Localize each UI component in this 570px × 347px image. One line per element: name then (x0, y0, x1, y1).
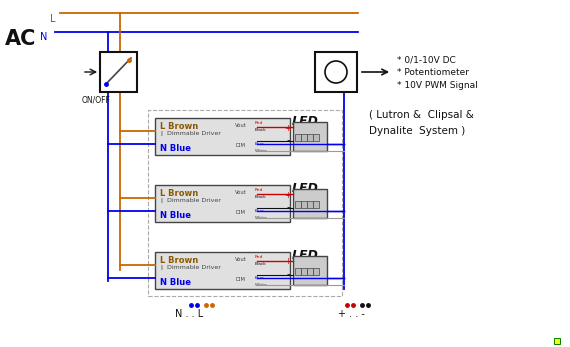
Text: White: White (255, 283, 268, 287)
Text: +: + (284, 257, 291, 266)
Text: L Brown: L Brown (160, 122, 198, 131)
Text: LED: LED (292, 249, 319, 262)
Bar (307, 134, 313, 141)
Text: DIM: DIM (235, 210, 245, 215)
Text: LED: LED (292, 115, 319, 128)
Text: N: N (40, 32, 47, 42)
Text: White: White (255, 216, 268, 220)
Text: Vout: Vout (235, 190, 247, 195)
Circle shape (325, 61, 347, 83)
Text: L: L (50, 14, 55, 24)
Text: Black: Black (255, 195, 267, 199)
Text: N Blue: N Blue (160, 211, 191, 220)
Text: N . . L: N . . L (175, 309, 203, 319)
Bar (313, 268, 319, 274)
Text: N Blue: N Blue (160, 144, 191, 153)
Bar (313, 134, 319, 141)
Bar (295, 134, 301, 141)
Bar (148, 110, 342, 296)
Text: Black: Black (255, 128, 267, 132)
Bar (293, 189, 327, 218)
Text: -: - (286, 135, 290, 145)
Text: Red: Red (255, 121, 263, 125)
Text: I: I (160, 265, 162, 271)
Text: -: - (286, 269, 290, 279)
Text: * Potentiometer: * Potentiometer (397, 68, 469, 77)
Text: N Blue: N Blue (160, 278, 191, 287)
Text: Red: Red (255, 255, 263, 259)
Text: ON/OFF: ON/OFF (82, 95, 111, 104)
Text: Dimmable Driver: Dimmable Driver (167, 131, 221, 136)
Bar (315, 52, 357, 92)
Text: Blue: Blue (255, 142, 264, 146)
Bar (293, 256, 327, 285)
Text: L Brown: L Brown (160, 189, 198, 198)
Text: * 0/1-10V DC: * 0/1-10V DC (397, 55, 456, 64)
Text: DIM: DIM (235, 277, 245, 282)
Text: DIM: DIM (235, 143, 245, 148)
Text: Dimmable Driver: Dimmable Driver (167, 198, 221, 203)
Text: I: I (160, 198, 162, 204)
Text: Blue: Blue (255, 209, 264, 213)
Text: Blue: Blue (255, 276, 264, 280)
Bar (301, 268, 307, 274)
Bar (313, 201, 319, 208)
Bar (307, 201, 313, 208)
Bar (301, 134, 307, 141)
Text: Vout: Vout (235, 123, 247, 128)
Text: White: White (255, 149, 268, 153)
Bar (100, 52, 137, 92)
Text: AC: AC (5, 29, 36, 49)
Text: ( Lutron &  Clipsal &
Dynalite  System ): ( Lutron & Clipsal & Dynalite System ) (369, 110, 474, 136)
Bar (155, 185, 290, 222)
Bar (307, 268, 313, 274)
Text: Red: Red (255, 188, 263, 192)
Bar (301, 201, 307, 208)
Bar (295, 268, 301, 274)
Text: I: I (160, 131, 162, 137)
Text: +: + (284, 124, 291, 133)
Text: * 10V PWM Signal: * 10V PWM Signal (397, 81, 478, 90)
Text: Vout: Vout (235, 257, 247, 262)
Bar (155, 118, 290, 155)
Text: Dimmable Driver: Dimmable Driver (167, 265, 221, 270)
Text: L Brown: L Brown (160, 256, 198, 265)
Text: LED: LED (292, 182, 319, 195)
Text: Black: Black (255, 262, 267, 266)
Bar (155, 252, 290, 289)
Bar (293, 122, 327, 151)
Text: + . . -: + . . - (338, 309, 365, 319)
Bar (295, 201, 301, 208)
Text: -: - (286, 202, 290, 212)
Text: +: + (284, 191, 291, 200)
